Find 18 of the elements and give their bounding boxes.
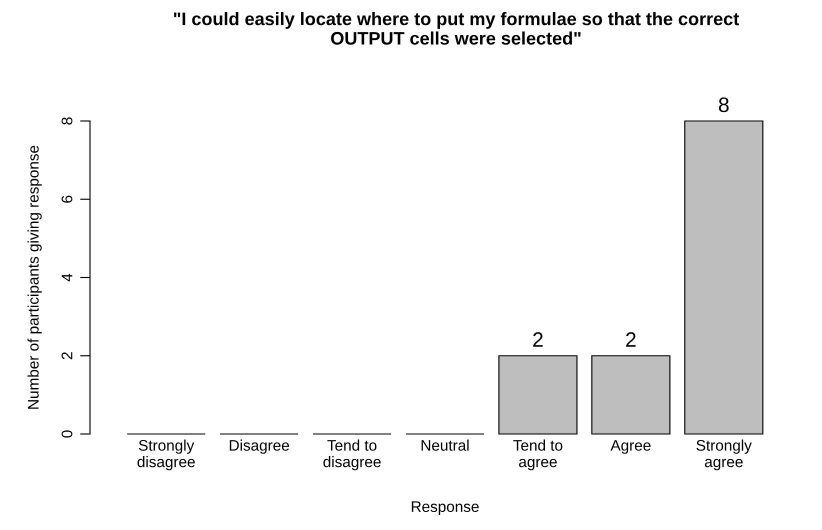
data-label: 2 <box>533 332 543 347</box>
y-tick-label: 2 <box>62 352 72 360</box>
x-tick-label: Neutral <box>422 440 469 451</box>
x-axis-title: Response <box>412 501 479 516</box>
chart-title: "I could easily locate where to put my formulae so that the correct OUTPUT cells were selected" <box>174 12 740 45</box>
y-axis-title: Number of participants giving response <box>27 146 42 409</box>
x-tick-label: Strongly disagree <box>138 440 195 470</box>
x-tick-label: Tend to disagree <box>323 440 381 470</box>
x-tick-label: Strongly agree <box>696 440 752 470</box>
y-tick-label: 8 <box>62 117 72 125</box>
y-tick-label: 4 <box>62 274 72 282</box>
data-label: 8 <box>718 97 729 112</box>
data-label: 2 <box>626 332 636 347</box>
x-tick-label: Tend to agree <box>513 440 562 470</box>
x-tick-label: Agree <box>610 440 651 454</box>
x-tick-label: Disagree <box>230 440 290 454</box>
y-tick-label: 0 <box>62 430 72 438</box>
y-tick-label: 6 <box>62 196 72 203</box>
